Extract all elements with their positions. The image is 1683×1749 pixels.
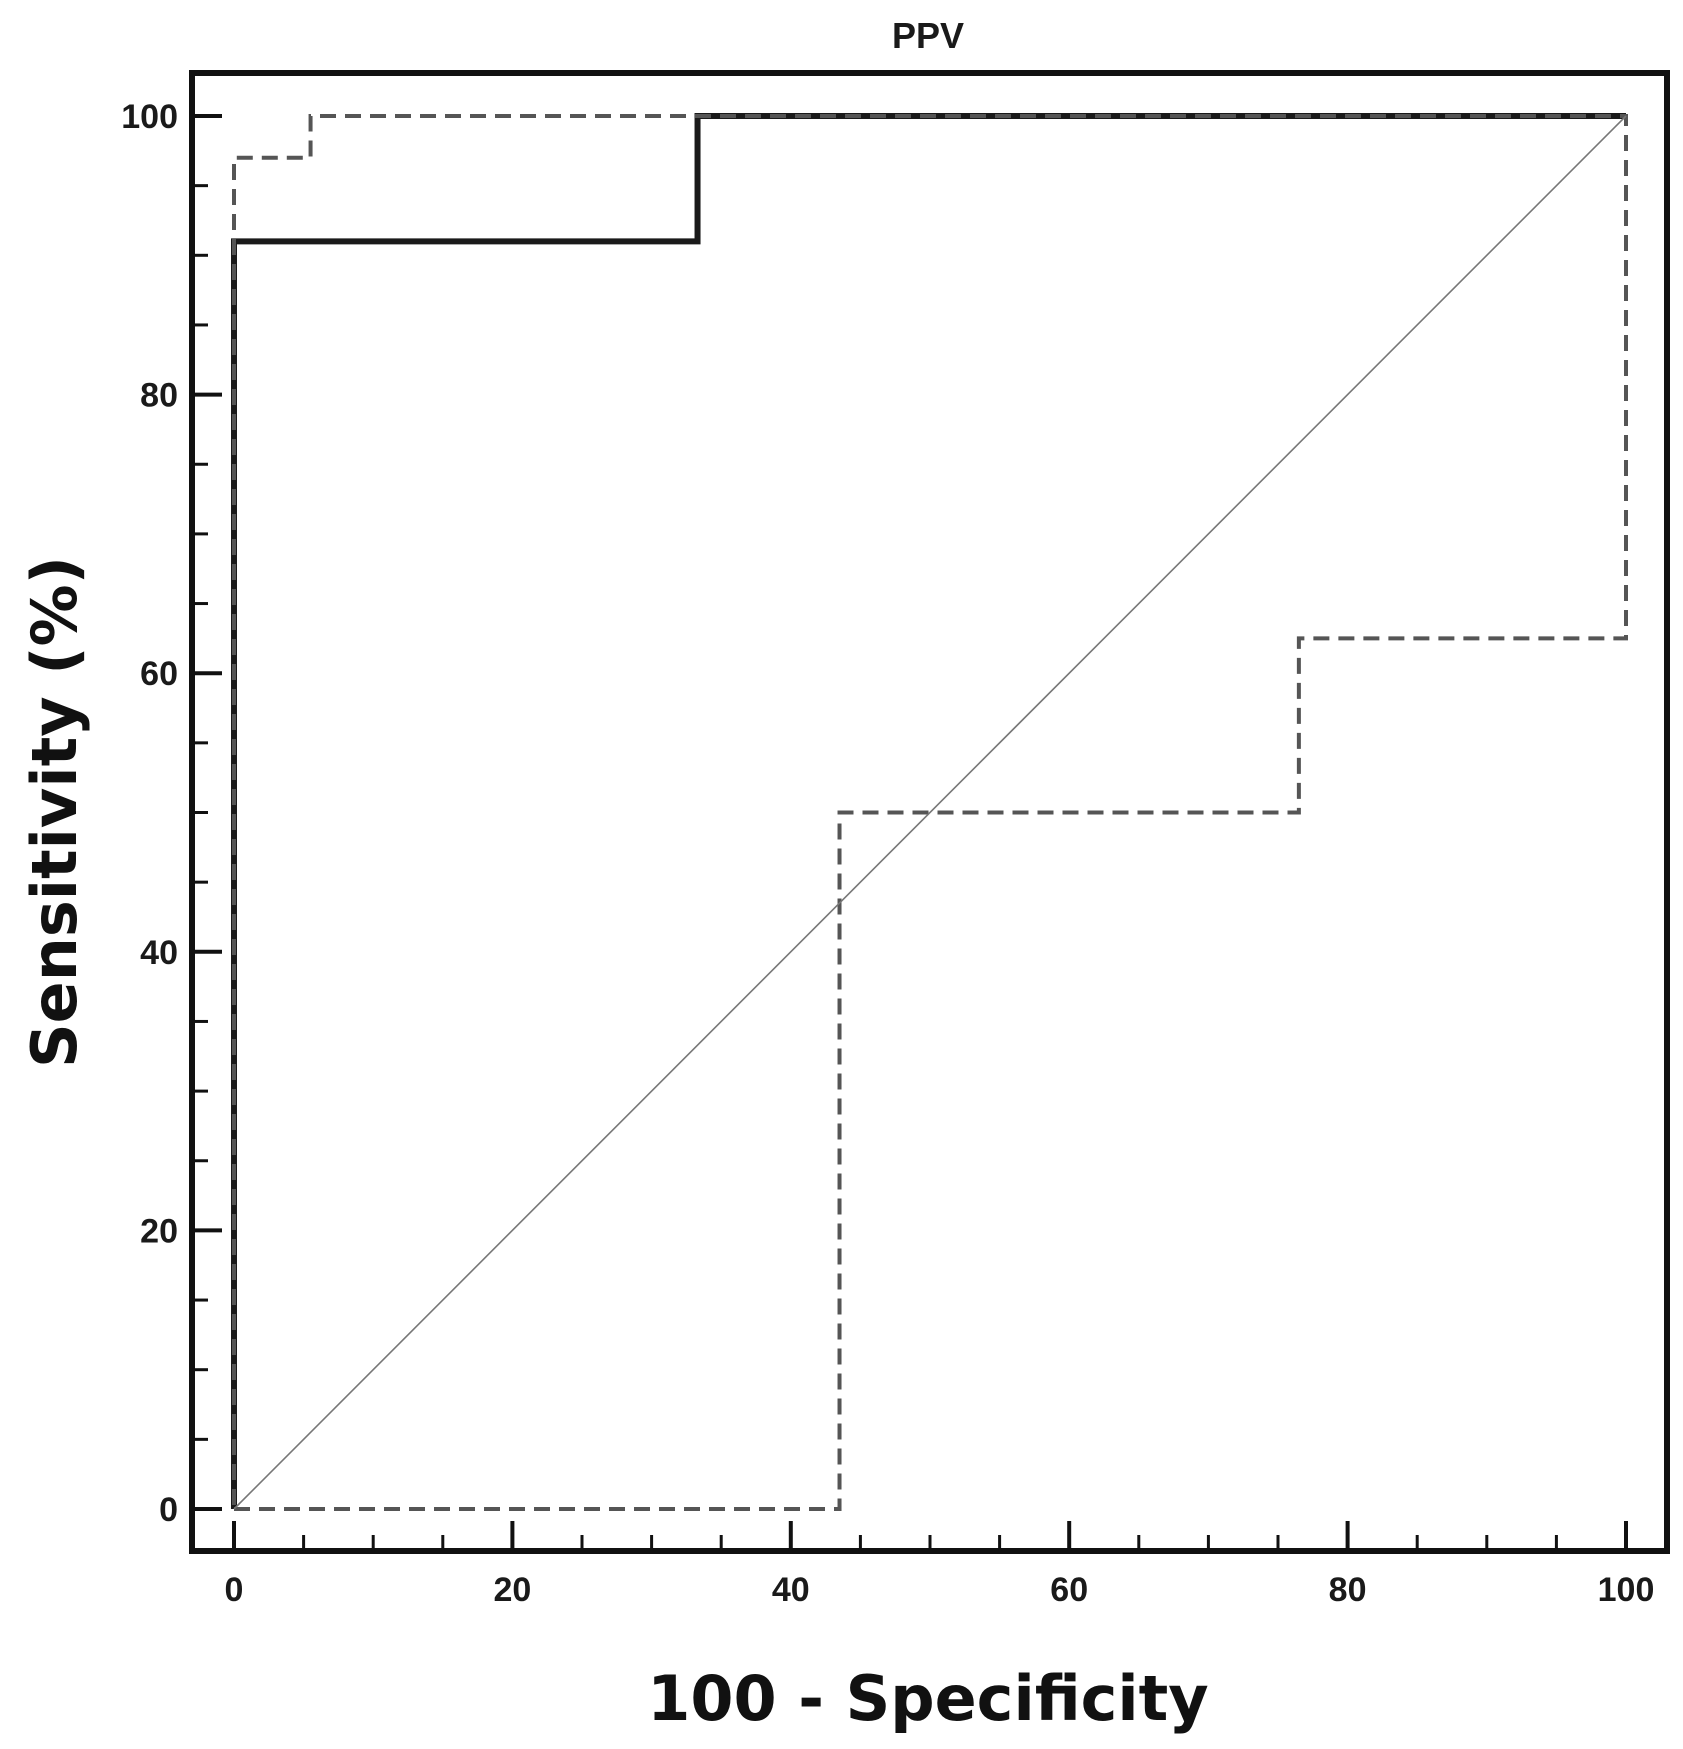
roc-curve-dashed	[232, 114, 1628, 1511]
y-tick-label: 100	[121, 98, 178, 136]
reference-diagonal-line	[233, 115, 1627, 1510]
y-axis-title: Sensitivity (%)	[18, 556, 91, 1068]
x-axis-title: 100 - Specificity	[647, 1662, 1208, 1735]
chart-title: PPV	[892, 15, 964, 56]
y-tick-label: 40	[140, 934, 178, 972]
major-ticks	[192, 114, 1628, 1551]
y-tick-label: 0	[159, 1491, 178, 1529]
x-tick-label: 20	[493, 1571, 531, 1609]
y-tick-label: 20	[140, 1212, 178, 1250]
y-tick-label: 60	[140, 655, 178, 693]
y-tick-labels: 0 20 40 60 80 100	[121, 98, 178, 1529]
x-tick-label: 80	[1329, 1571, 1367, 1609]
series-layer	[231, 113, 1628, 1511]
x-tick-labels: 0 20 40 60 80 100	[225, 1571, 1655, 1609]
y-tick-label: 80	[140, 377, 178, 415]
x-tick-label: 0	[225, 1571, 244, 1609]
minor-ticks	[192, 184, 1558, 1551]
x-tick-label: 100	[1598, 1571, 1655, 1609]
x-tick-label: 40	[772, 1571, 810, 1609]
x-tick-label: 60	[1050, 1571, 1088, 1609]
